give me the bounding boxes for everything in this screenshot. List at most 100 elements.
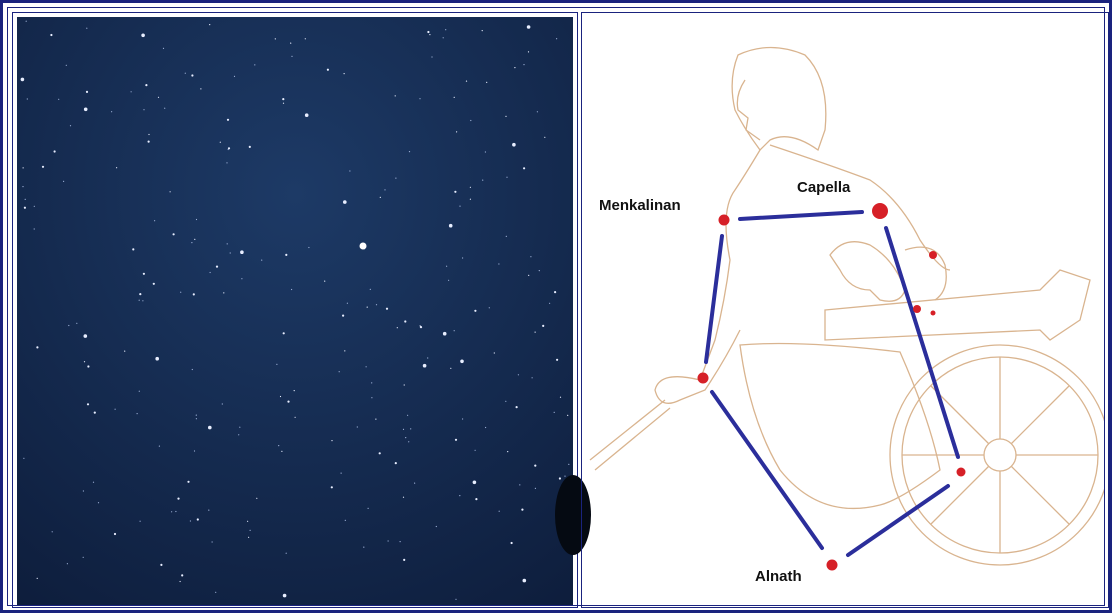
star bbox=[170, 191, 171, 192]
star bbox=[227, 243, 228, 244]
star bbox=[70, 125, 71, 126]
star bbox=[291, 56, 292, 57]
star bbox=[542, 325, 544, 327]
star bbox=[386, 308, 388, 310]
star bbox=[173, 233, 175, 235]
star bbox=[216, 266, 218, 268]
star bbox=[489, 307, 490, 308]
charioteer-outline bbox=[590, 48, 1110, 566]
star bbox=[139, 293, 141, 295]
star bbox=[450, 368, 451, 369]
star bbox=[155, 357, 159, 361]
star bbox=[331, 486, 333, 488]
star bbox=[164, 108, 165, 109]
star bbox=[215, 592, 216, 593]
star bbox=[280, 396, 281, 397]
star bbox=[371, 397, 372, 398]
star bbox=[305, 38, 306, 39]
figure: Menkalinan Capella Alnath bbox=[0, 0, 1112, 613]
star bbox=[427, 31, 429, 33]
star bbox=[131, 91, 132, 92]
star bbox=[180, 581, 181, 582]
star bbox=[66, 65, 67, 66]
star bbox=[403, 429, 404, 430]
star bbox=[347, 303, 348, 304]
star bbox=[212, 541, 213, 542]
star bbox=[241, 278, 242, 279]
star bbox=[519, 484, 520, 485]
star bbox=[171, 511, 172, 512]
star-photo bbox=[17, 17, 573, 605]
star bbox=[239, 427, 240, 428]
star bbox=[261, 260, 262, 261]
star bbox=[486, 82, 487, 83]
bright-star bbox=[360, 243, 367, 250]
star bbox=[196, 418, 197, 419]
star bbox=[534, 465, 536, 467]
star bbox=[539, 270, 540, 271]
star bbox=[343, 200, 347, 204]
diagram-frame bbox=[582, 13, 1109, 608]
star bbox=[163, 48, 164, 49]
star bbox=[443, 332, 447, 336]
star-label: Alnath bbox=[755, 568, 802, 585]
star bbox=[158, 97, 159, 98]
star bbox=[494, 352, 495, 353]
star bbox=[181, 574, 183, 576]
star bbox=[485, 427, 486, 428]
star bbox=[93, 482, 94, 483]
star bbox=[532, 377, 533, 378]
star bbox=[34, 228, 35, 229]
star bbox=[560, 397, 561, 398]
star bbox=[407, 415, 408, 416]
star bbox=[84, 361, 85, 362]
star bbox=[227, 119, 229, 121]
star bbox=[420, 326, 422, 328]
star bbox=[427, 357, 428, 358]
star bbox=[384, 189, 385, 190]
star-label: Menkalinan bbox=[599, 197, 681, 214]
star bbox=[549, 303, 550, 304]
star bbox=[462, 257, 463, 258]
star bbox=[67, 563, 68, 564]
star bbox=[327, 69, 329, 71]
star bbox=[24, 207, 26, 209]
star bbox=[436, 526, 437, 527]
star bbox=[506, 236, 507, 237]
star bbox=[290, 43, 291, 44]
star bbox=[344, 350, 345, 351]
star bbox=[148, 141, 150, 143]
star bbox=[226, 162, 227, 163]
star bbox=[482, 30, 483, 31]
star bbox=[247, 521, 248, 522]
star bbox=[36, 346, 38, 348]
star bbox=[506, 177, 507, 178]
star bbox=[84, 334, 88, 338]
star bbox=[482, 180, 483, 181]
star bbox=[368, 508, 369, 509]
star bbox=[283, 103, 284, 104]
star bbox=[528, 275, 529, 276]
star bbox=[287, 401, 289, 403]
star bbox=[115, 409, 116, 410]
star bbox=[507, 451, 508, 452]
star bbox=[191, 242, 192, 243]
star bbox=[305, 113, 309, 117]
star bbox=[111, 111, 112, 112]
star bbox=[527, 25, 531, 29]
page: Menkalinan Capella Alnath bbox=[0, 0, 1112, 613]
star bbox=[530, 256, 531, 257]
star bbox=[518, 374, 519, 375]
star bbox=[511, 542, 513, 544]
star bbox=[404, 320, 406, 322]
star bbox=[23, 458, 24, 459]
star bbox=[429, 34, 430, 35]
star bbox=[124, 351, 125, 352]
star bbox=[196, 219, 197, 220]
star bbox=[554, 412, 555, 413]
star bbox=[446, 266, 447, 267]
star bbox=[379, 452, 381, 454]
star bbox=[331, 440, 332, 441]
star bbox=[68, 325, 69, 326]
star bbox=[423, 364, 427, 368]
